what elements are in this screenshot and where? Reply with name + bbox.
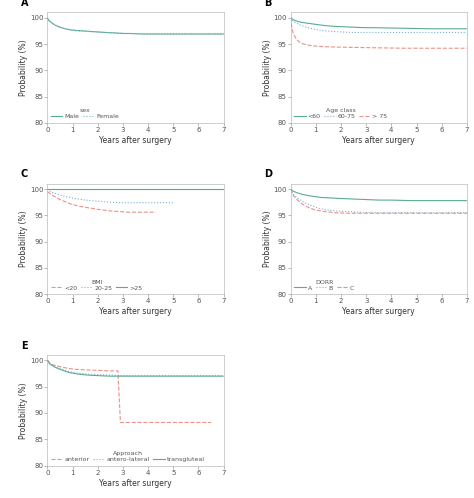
Y-axis label: Probability (%): Probability (%)	[263, 39, 272, 96]
Y-axis label: Probability (%): Probability (%)	[263, 211, 272, 267]
Text: D: D	[264, 169, 272, 179]
Legend: anterior, antero-lateral, transgluteal: anterior, antero-lateral, transgluteal	[51, 450, 205, 463]
Text: E: E	[21, 341, 27, 351]
X-axis label: Years after surgery: Years after surgery	[342, 136, 415, 145]
X-axis label: Years after surgery: Years after surgery	[99, 307, 172, 316]
X-axis label: Years after surgery: Years after surgery	[99, 136, 172, 145]
Text: B: B	[264, 0, 272, 8]
Y-axis label: Probability (%): Probability (%)	[19, 382, 28, 439]
Legend: A, B, C: A, B, C	[294, 279, 355, 291]
Text: A: A	[21, 0, 28, 8]
X-axis label: Years after surgery: Years after surgery	[99, 479, 172, 488]
Legend: Male, Female: Male, Female	[51, 108, 119, 120]
Y-axis label: Probability (%): Probability (%)	[19, 39, 28, 96]
Text: C: C	[21, 169, 28, 179]
Legend: <20, 20-25, >25: <20, 20-25, >25	[51, 279, 143, 291]
Y-axis label: Probability (%): Probability (%)	[19, 211, 28, 267]
X-axis label: Years after surgery: Years after surgery	[342, 307, 415, 316]
Legend: <60, 60-75, > 75: <60, 60-75, > 75	[294, 108, 388, 120]
